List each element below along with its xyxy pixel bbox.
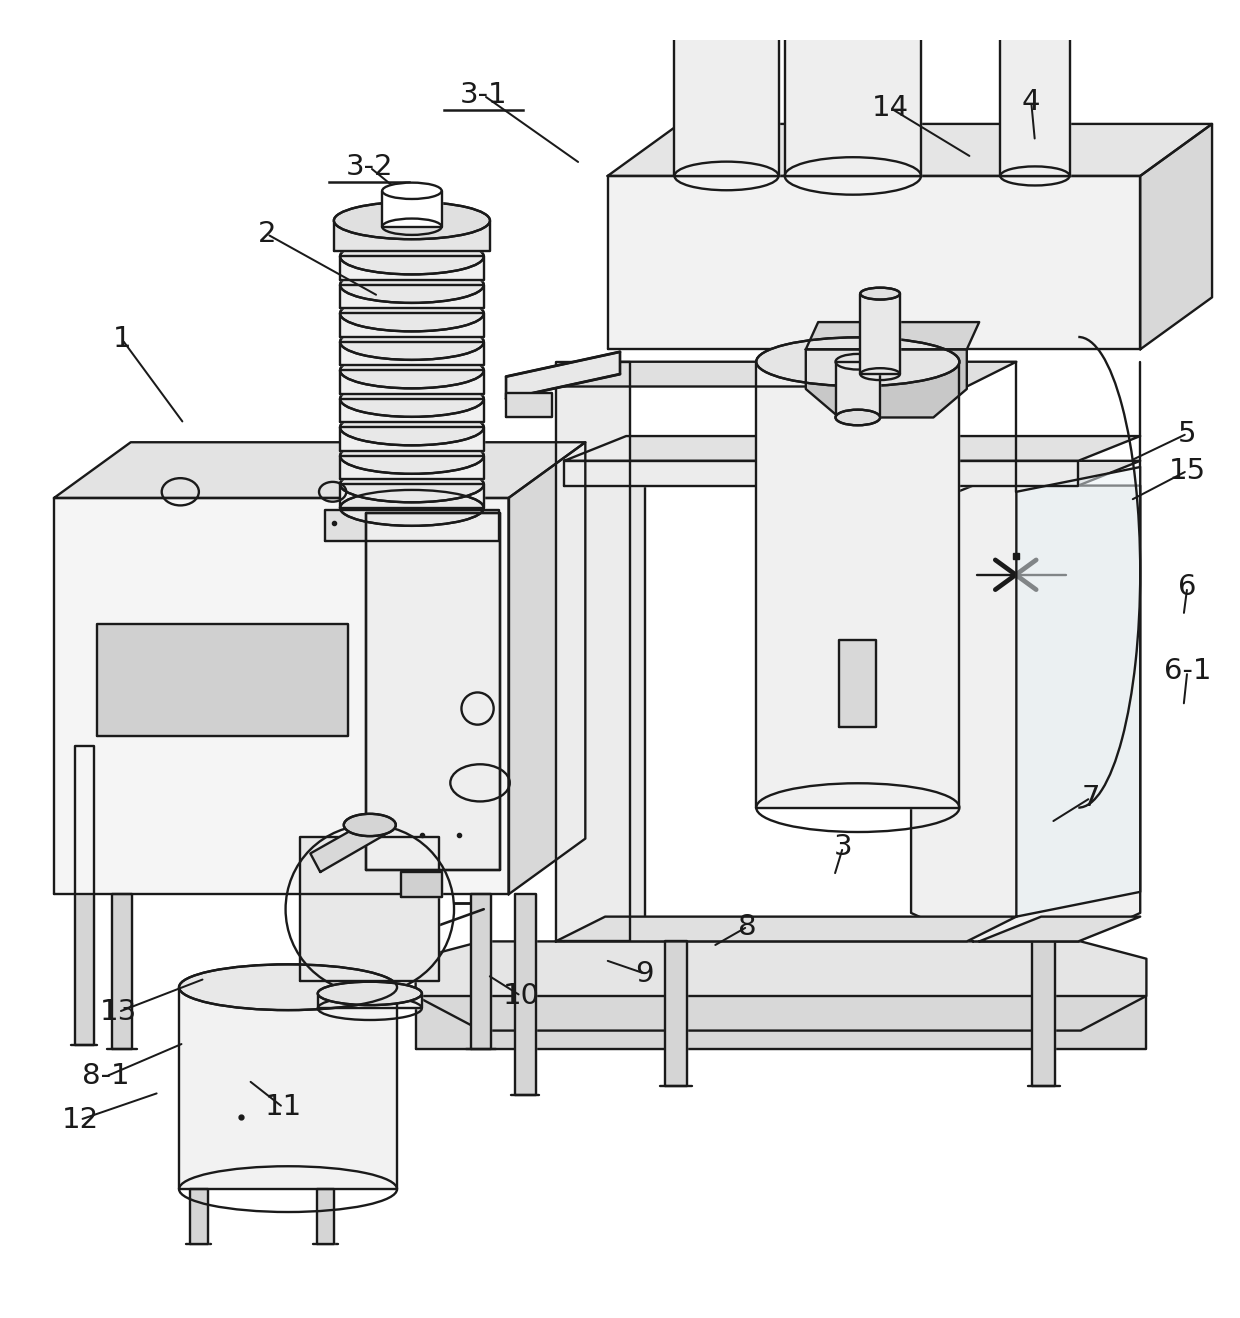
Text: 1: 1: [113, 326, 131, 353]
Polygon shape: [310, 816, 384, 873]
Ellipse shape: [340, 324, 484, 360]
Text: 3-2: 3-2: [346, 153, 393, 182]
Text: 5: 5: [1178, 419, 1197, 448]
Text: 2: 2: [258, 220, 277, 248]
Ellipse shape: [340, 268, 484, 303]
Text: 6-1: 6-1: [1163, 658, 1211, 685]
Ellipse shape: [179, 965, 397, 1010]
Text: 9: 9: [636, 960, 653, 987]
Text: 15: 15: [1169, 457, 1205, 485]
Polygon shape: [508, 443, 585, 895]
Polygon shape: [1141, 124, 1211, 349]
Polygon shape: [340, 484, 484, 507]
Polygon shape: [806, 349, 967, 418]
Polygon shape: [340, 399, 484, 423]
Polygon shape: [806, 322, 980, 349]
Ellipse shape: [836, 410, 880, 426]
Ellipse shape: [340, 295, 484, 331]
Polygon shape: [911, 485, 1141, 941]
Polygon shape: [515, 895, 536, 1095]
Ellipse shape: [343, 813, 396, 836]
Polygon shape: [839, 641, 877, 728]
Polygon shape: [785, 0, 921, 175]
Ellipse shape: [340, 490, 484, 526]
Polygon shape: [300, 837, 439, 981]
Ellipse shape: [340, 467, 484, 502]
Polygon shape: [665, 941, 687, 1086]
Ellipse shape: [334, 202, 490, 239]
Text: 8: 8: [738, 912, 756, 941]
Text: 7: 7: [1081, 784, 1100, 812]
Polygon shape: [564, 461, 645, 941]
Text: 6: 6: [1178, 573, 1197, 601]
Polygon shape: [756, 361, 960, 808]
Polygon shape: [506, 393, 552, 418]
Polygon shape: [382, 191, 441, 227]
Polygon shape: [340, 427, 484, 451]
Polygon shape: [564, 461, 1079, 485]
Polygon shape: [608, 175, 1141, 349]
Polygon shape: [1001, 28, 1070, 175]
Ellipse shape: [340, 381, 484, 416]
Polygon shape: [1017, 467, 1141, 916]
Polygon shape: [112, 895, 131, 1049]
Text: 13: 13: [99, 998, 136, 1025]
Polygon shape: [340, 456, 484, 480]
Polygon shape: [190, 1189, 207, 1244]
Text: 8-1: 8-1: [82, 1062, 130, 1090]
Polygon shape: [471, 895, 491, 1049]
Polygon shape: [340, 314, 484, 337]
Ellipse shape: [317, 982, 422, 1006]
Ellipse shape: [861, 287, 900, 299]
Text: 4: 4: [1022, 87, 1040, 116]
Polygon shape: [980, 916, 1141, 941]
Polygon shape: [74, 746, 93, 1045]
Polygon shape: [556, 361, 1017, 386]
Polygon shape: [316, 1189, 334, 1244]
Polygon shape: [334, 220, 490, 252]
Polygon shape: [556, 361, 630, 941]
Polygon shape: [506, 352, 620, 399]
Text: 3: 3: [833, 833, 852, 861]
Polygon shape: [401, 873, 441, 896]
Polygon shape: [556, 916, 1017, 941]
Text: 12: 12: [62, 1106, 98, 1133]
Polygon shape: [97, 625, 347, 735]
Ellipse shape: [756, 337, 960, 386]
Polygon shape: [415, 941, 1147, 1031]
Polygon shape: [564, 436, 1141, 461]
Polygon shape: [675, 3, 779, 175]
Polygon shape: [340, 285, 484, 308]
Polygon shape: [179, 987, 397, 1189]
Text: 10: 10: [502, 982, 539, 1010]
Polygon shape: [325, 510, 498, 542]
Ellipse shape: [1001, 17, 1070, 37]
Polygon shape: [1033, 941, 1055, 1086]
Text: 14: 14: [872, 94, 909, 121]
Text: 3-1: 3-1: [460, 82, 507, 109]
Ellipse shape: [340, 438, 484, 474]
Polygon shape: [608, 124, 1211, 175]
Polygon shape: [55, 443, 585, 498]
Polygon shape: [836, 361, 880, 418]
Polygon shape: [340, 341, 484, 365]
Polygon shape: [415, 996, 1147, 1049]
Polygon shape: [340, 370, 484, 394]
Polygon shape: [340, 257, 484, 279]
Ellipse shape: [340, 352, 484, 389]
Polygon shape: [366, 513, 500, 870]
Text: 11: 11: [264, 1094, 301, 1122]
Ellipse shape: [382, 183, 441, 199]
Polygon shape: [861, 294, 900, 374]
Polygon shape: [973, 461, 1141, 485]
Polygon shape: [55, 498, 508, 895]
Ellipse shape: [675, 0, 779, 17]
Polygon shape: [317, 994, 422, 1008]
Ellipse shape: [340, 239, 484, 274]
Ellipse shape: [340, 410, 484, 445]
